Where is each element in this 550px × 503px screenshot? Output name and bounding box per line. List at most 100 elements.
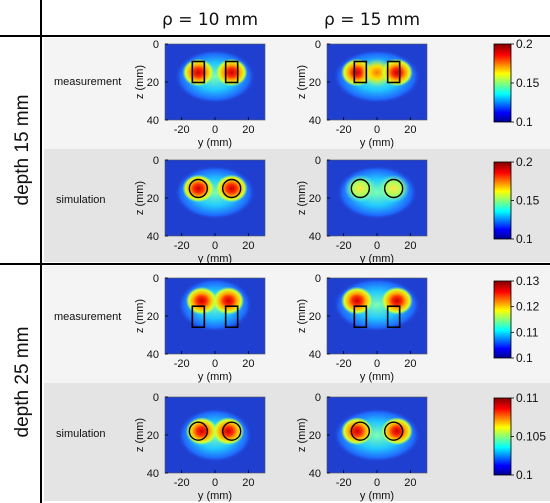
y-tick-label: 20 [147, 430, 159, 442]
row-bg-d15-measurement [44, 38, 550, 149]
y-tick-label: 40 [147, 349, 159, 361]
colorbar-tick-label: 0.1 [516, 232, 533, 246]
y-axis-label: z (mm) [296, 65, 308, 99]
heatmap-panel: 0 20 40 -20 0 20 y (mm) z (mm) [296, 39, 428, 149]
heatmap-panel: 0 20 40 -20 0 20 y (mm) z (mm) [296, 273, 428, 383]
x-axis-label: y (mm) [360, 253, 394, 265]
x-tick-label: -20 [174, 358, 190, 370]
x-tick-label: 20 [404, 240, 416, 252]
source-marker-circle [350, 421, 371, 441]
source-marker-rect [191, 60, 206, 84]
x-axis-label: y (mm) [360, 371, 394, 383]
heatmap-hotspot [182, 174, 215, 203]
colorbar-tick-label: 0.2 [516, 37, 533, 51]
colorbar-gradient [493, 43, 512, 123]
colorbar: 0.2 0.15 0.1 [493, 37, 540, 129]
x-axis-label: y (mm) [198, 490, 232, 502]
heatmap-panel: 0 20 40 -20 0 20 y (mm) z (mm) [134, 273, 266, 383]
colorbar-tick-label: 0.11 [516, 391, 539, 405]
x-tick-label: 20 [242, 358, 254, 370]
colorbar-tick-label: 0.2 [516, 155, 533, 169]
y-tick-label: 0 [153, 392, 159, 404]
x-tick-label: 0 [212, 358, 218, 370]
y-axis-label: z (mm) [134, 418, 146, 452]
heatmap-panel: 0 20 40 -20 0 20 y (mm) z (mm) [134, 155, 266, 265]
x-tick-label: 20 [242, 124, 254, 136]
row-label-d25-simulation: simulation [56, 428, 106, 440]
x-tick-label: -20 [336, 124, 352, 136]
colorbar-tick-label: 0.1 [516, 468, 533, 482]
y-tick-label: 40 [309, 231, 321, 243]
colorbar: 0.2 0.15 0.1 [493, 155, 540, 246]
row-bg-d15-simulation [44, 149, 550, 262]
heatmap-hotspot [381, 58, 413, 87]
x-tick-label: 20 [404, 358, 416, 370]
x-tick-label: -20 [336, 477, 352, 489]
colorbar-gradient [493, 397, 512, 476]
source-marker-rect [386, 60, 401, 84]
colorbar-tick-label: 0.12 [516, 300, 540, 314]
heatmap-panel: 0 20 40 -20 0 20 y (mm) z (mm) [134, 39, 266, 149]
y-tick-label: 0 [315, 273, 321, 285]
heatmap-panel: 0 20 40 -20 0 20 y (mm) z (mm) [296, 392, 428, 502]
x-tick-label: 0 [374, 358, 380, 370]
heatmap-hotspot [215, 58, 248, 87]
x-tick-label: -20 [174, 477, 190, 489]
y-tick-label: 40 [309, 115, 321, 127]
x-tick-label: 20 [404, 477, 416, 489]
heatmap-panel: 0 20 40 -20 0 20 y (mm) z (mm) [296, 155, 428, 265]
heatmap-hotspot [381, 286, 413, 315]
x-tick-label: 0 [212, 477, 218, 489]
y-tick-label: 20 [309, 77, 321, 89]
y-tick-label: 20 [309, 193, 321, 205]
source-marker-rect [353, 60, 368, 84]
heatmap-hotspot [381, 417, 413, 446]
x-tick-label: 0 [212, 124, 218, 136]
x-tick-label: 0 [374, 240, 380, 252]
source-marker-circle [221, 178, 242, 199]
y-tick-label: 20 [147, 77, 159, 89]
y-axis-label: z (mm) [296, 181, 308, 215]
x-tick-label: -20 [174, 124, 190, 136]
source-marker-circle [221, 421, 242, 441]
y-tick-label: 20 [147, 311, 159, 323]
y-axis-label: z (mm) [134, 299, 146, 333]
x-axis-label: y (mm) [198, 137, 232, 149]
y-tick-label: 0 [153, 273, 159, 285]
source-marker-circle [383, 421, 404, 441]
source-marker-rect [353, 305, 368, 329]
x-tick-label: 20 [242, 240, 254, 252]
x-axis-label: y (mm) [198, 371, 232, 383]
row-label-d15-measurement: measurement [54, 76, 121, 88]
y-tick-label: 20 [147, 193, 159, 205]
heatmap-hotspot [185, 286, 218, 315]
heatmap-panels: 0 20 40 -20 0 20 y (mm) z (mm) 0 20 40 -20 0 20 y (mm)… [134, 39, 428, 502]
y-axis-label: z (mm) [296, 299, 308, 333]
source-marker-circle [188, 178, 209, 199]
x-tick-label: 20 [404, 124, 416, 136]
heatmap-hotspot [215, 174, 248, 203]
x-tick-label: -20 [174, 240, 190, 252]
colorbar-gradient [493, 161, 512, 240]
y-axis-label: z (mm) [296, 418, 308, 452]
colorbar-tick-label: 0.13 [516, 274, 540, 288]
colorbar-tick-label: 0.15 [516, 194, 540, 208]
colorbar: 0.11 0.105 0.1 [493, 391, 546, 482]
x-axis-label: y (mm) [198, 253, 232, 265]
colorbar-tick-label: 0.1 [516, 351, 533, 365]
group-label-depth-25: depth 25 mm [12, 327, 33, 438]
colorbar-tick-label: 0.15 [516, 76, 540, 90]
y-tick-label: 0 [153, 39, 159, 51]
row-bg-d25-simulation [44, 383, 550, 501]
colorbar-tick-label: 0.11 [516, 325, 539, 339]
source-marker-rect [191, 305, 206, 329]
heatmap-hotspot [212, 286, 245, 315]
source-marker-circle [350, 178, 371, 199]
x-tick-label: 0 [374, 477, 380, 489]
y-tick-label: 40 [309, 468, 321, 480]
row-bg-d25-measurement [44, 266, 550, 383]
heatmap-hotspot [182, 58, 215, 87]
x-axis-label: y (mm) [360, 490, 394, 502]
column-header-rho-10: ρ = 10 mm [162, 10, 258, 30]
y-tick-label: 20 [309, 430, 321, 442]
